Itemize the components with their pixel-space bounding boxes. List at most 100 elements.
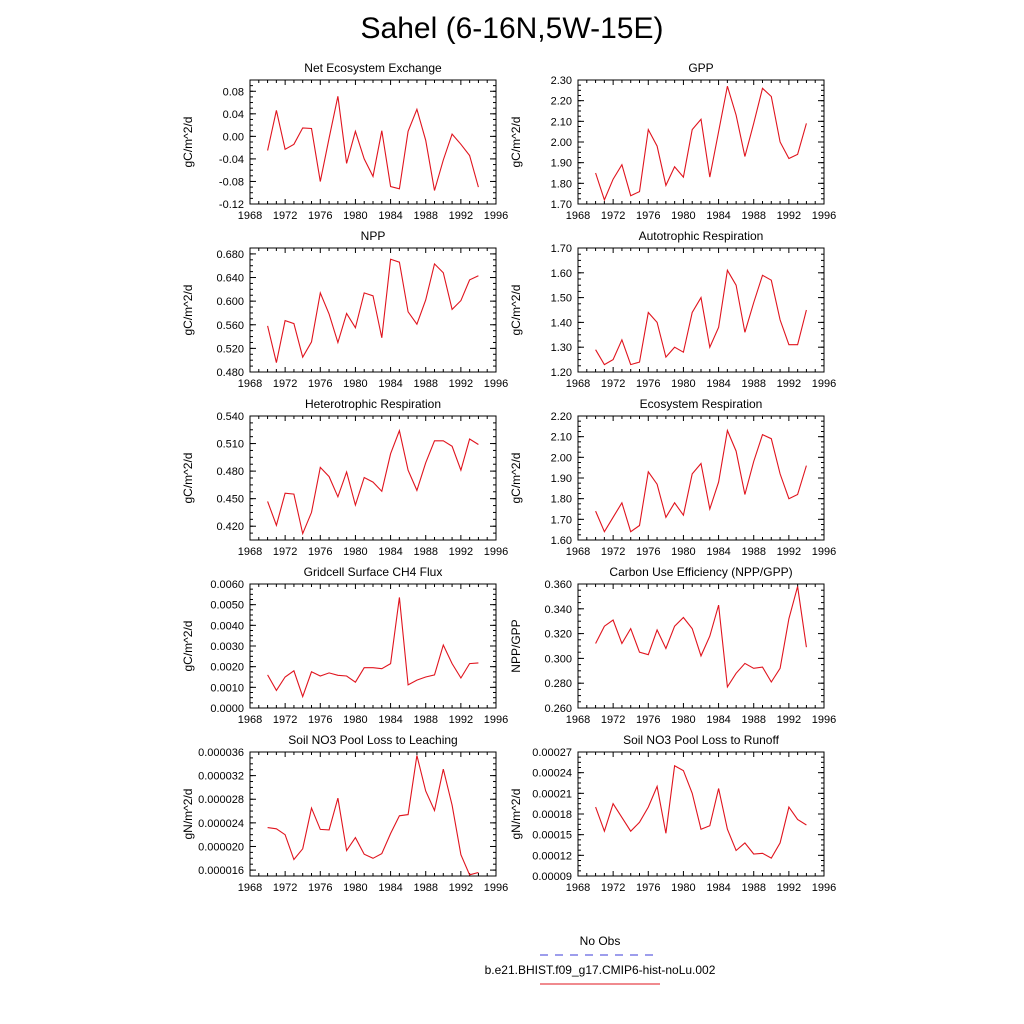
panel-6-frame bbox=[249, 583, 497, 709]
panel-3-series-line bbox=[595, 268, 807, 366]
panel-4-ytick-label: 0.450 bbox=[216, 494, 244, 506]
panel-2-series-line bbox=[267, 258, 479, 363]
panel-3-ytick-label: 1.30 bbox=[551, 342, 572, 354]
panel-7-frame bbox=[577, 583, 825, 709]
panel-8-xtick-label: 1988 bbox=[413, 882, 437, 894]
panel-6-xtick-label: 1988 bbox=[413, 714, 437, 726]
panel-4-frame bbox=[249, 415, 497, 541]
panel-8-xtick-label: 1996 bbox=[484, 882, 508, 894]
panel-7-xtick-label: 1984 bbox=[706, 714, 730, 726]
panel-2-frame bbox=[249, 247, 497, 373]
panel-5-ytick-label: 1.70 bbox=[551, 514, 572, 526]
panel-6-xtick-label: 1976 bbox=[308, 714, 332, 726]
panel-5-ytick-label: 2.20 bbox=[551, 411, 572, 423]
panel-8-xtick-label: 1976 bbox=[308, 882, 332, 894]
panel-8-xtick-label: 1984 bbox=[378, 882, 402, 894]
panel-9-ytick-label: 0.00027 bbox=[532, 747, 572, 759]
panel-3-title: Autotrophic Respiration bbox=[639, 229, 764, 243]
panel-1-frame bbox=[577, 79, 825, 205]
panel-3-ytick-label: 1.70 bbox=[551, 243, 572, 255]
panel-7-xtick-label: 1992 bbox=[777, 714, 801, 726]
panel-3-ytick-label: 1.60 bbox=[551, 268, 572, 280]
panel-9-xtick-label: 1968 bbox=[566, 882, 590, 894]
panel-5-ytick-label: 1.60 bbox=[551, 535, 572, 547]
panel-5-ytick-label: 1.90 bbox=[551, 473, 572, 485]
panel-2-xtick-label: 1980 bbox=[343, 378, 367, 390]
panel-9-ytick-label: 0.00015 bbox=[532, 830, 572, 842]
panel-7-xtick-label: 1996 bbox=[812, 714, 836, 726]
panel-2-xtick-label: 1992 bbox=[449, 378, 473, 390]
panel-1-xtick-label: 1980 bbox=[671, 210, 695, 222]
panel-2-xtick-label: 1996 bbox=[484, 378, 508, 390]
panel-2-ytick-label: 0.680 bbox=[216, 249, 244, 261]
panel-8-frame bbox=[249, 751, 497, 877]
panel-2-ytick-label: 0.640 bbox=[216, 273, 244, 285]
panel-0-xtick-label: 1972 bbox=[273, 210, 297, 222]
panel-7-xtick-label: 1980 bbox=[671, 714, 695, 726]
panel-4-xtick-label: 1996 bbox=[484, 546, 508, 558]
panel-5-ylabel: gC/m^2/d bbox=[509, 453, 523, 504]
panel-0-ytick-label: -0.08 bbox=[219, 176, 244, 188]
panel-7-xtick-label: 1972 bbox=[601, 714, 625, 726]
panel-6-xtick-label: 1996 bbox=[484, 714, 508, 726]
panel-1-xtick-label: 1992 bbox=[777, 210, 801, 222]
panel-4-xtick-label: 1976 bbox=[308, 546, 332, 558]
panel-3-ytick-label: 1.20 bbox=[551, 367, 572, 379]
panel-0-title: Net Ecosystem Exchange bbox=[304, 61, 442, 75]
panel-7-xtick-label: 1988 bbox=[741, 714, 765, 726]
panel-4-ytick-label: 0.510 bbox=[216, 439, 244, 451]
panel-8-ytick-label: 0.000028 bbox=[198, 794, 244, 806]
panel-0-xtick-label: 1984 bbox=[378, 210, 402, 222]
panel-1-ytick-label: 2.20 bbox=[551, 96, 572, 108]
panel-0-ytick-label: -0.04 bbox=[219, 154, 244, 166]
panel-5-xtick-label: 1992 bbox=[777, 546, 801, 558]
panel-1-ytick-label: 1.70 bbox=[551, 199, 572, 211]
panel-0-ytick-label: 0.00 bbox=[223, 131, 244, 143]
panel-8-xtick-label: 1972 bbox=[273, 882, 297, 894]
panel-6-ytick-label: 0.0020 bbox=[210, 662, 244, 674]
panel-3-xtick-label: 1988 bbox=[741, 378, 765, 390]
panel-5-series-line bbox=[595, 428, 807, 533]
panel-2-ytick-label: 0.480 bbox=[216, 367, 244, 379]
panel-6-ytick-label: 0.0030 bbox=[210, 641, 244, 653]
panel-0-xtick-label: 1980 bbox=[343, 210, 367, 222]
panel-6-ytick-label: 0.0010 bbox=[210, 682, 244, 694]
panel-1-xtick-label: 1996 bbox=[812, 210, 836, 222]
panel-2-xtick-label: 1972 bbox=[273, 378, 297, 390]
panel-1-ytick-label: 2.10 bbox=[551, 116, 572, 128]
panel-7-ytick-label: 0.340 bbox=[544, 604, 572, 616]
panel-6-xtick-label: 1972 bbox=[273, 714, 297, 726]
panel-9-series-line bbox=[595, 764, 807, 859]
panel-1-title: GPP bbox=[688, 61, 713, 75]
panel-6-ytick-label: 0.0060 bbox=[210, 579, 244, 591]
panel-5-xtick-label: 1968 bbox=[566, 546, 590, 558]
panel-6-xtick-label: 1980 bbox=[343, 714, 367, 726]
panel-5-xtick-label: 1996 bbox=[812, 546, 836, 558]
panel-1-ytick-label: 1.80 bbox=[551, 178, 572, 190]
panel-3-xtick-label: 1992 bbox=[777, 378, 801, 390]
panel-1-ytick-label: 2.00 bbox=[551, 137, 572, 149]
panel-7-xtick-label: 1968 bbox=[566, 714, 590, 726]
panel-2-xtick-label: 1984 bbox=[378, 378, 402, 390]
panel-5-xtick-label: 1976 bbox=[636, 546, 660, 558]
panel-1-ytick-label: 1.90 bbox=[551, 158, 572, 170]
panel-4-ytick-label: 0.540 bbox=[216, 411, 244, 423]
panel-2-title: NPP bbox=[361, 229, 386, 243]
legend-label-1: b.e21.BHIST.f09_g17.CMIP6-hist-noLu.002 bbox=[485, 963, 716, 977]
panel-3-xtick-label: 1976 bbox=[636, 378, 660, 390]
panel-9-xtick-label: 1984 bbox=[706, 882, 730, 894]
panel-7-title: Carbon Use Efficiency (NPP/GPP) bbox=[609, 565, 792, 579]
panel-9-title: Soil NO3 Pool Loss to Runoff bbox=[623, 733, 780, 747]
panel-9-xtick-label: 1988 bbox=[741, 882, 765, 894]
panel-0-xtick-label: 1996 bbox=[484, 210, 508, 222]
panel-6-ylabel: gC/m^2/d bbox=[181, 621, 195, 672]
panel-8-xtick-label: 1968 bbox=[238, 882, 262, 894]
panel-9-xtick-label: 1996 bbox=[812, 882, 836, 894]
panel-8-ylabel: gN/m^2/d bbox=[181, 789, 195, 840]
panel-9-xtick-label: 1976 bbox=[636, 882, 660, 894]
panel-9-xtick-label: 1980 bbox=[671, 882, 695, 894]
panel-4-ytick-label: 0.420 bbox=[216, 521, 244, 533]
panel-5-title: Ecosystem Respiration bbox=[640, 397, 763, 411]
panel-4-ylabel: gC/m^2/d bbox=[181, 453, 195, 504]
panel-5-xtick-label: 1988 bbox=[741, 546, 765, 558]
